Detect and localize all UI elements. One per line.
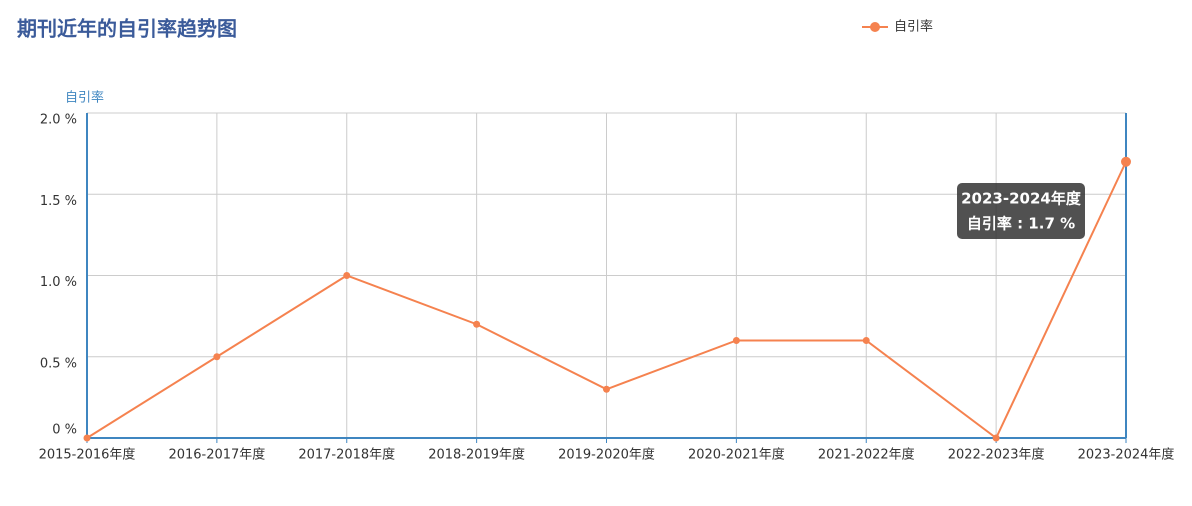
tooltip-text: 自引率 : 1.7 % <box>967 215 1075 233</box>
data-point <box>862 337 870 344</box>
data-point <box>473 320 481 328</box>
x-tick-label: 2020-2021年度 <box>688 447 785 463</box>
chart-title: 期刊近年的自引率趋势图 <box>17 17 237 41</box>
x-tick-label: 2015-2016年度 <box>39 447 136 463</box>
data-point <box>603 385 610 393</box>
x-tick-label: 2021-2022年度 <box>818 447 915 463</box>
x-tick-label: 2019-2020年度 <box>558 447 655 463</box>
y-tick-label: 0.5 % <box>40 356 77 371</box>
data-point <box>1121 156 1131 167</box>
y-tick-label: 2.0 % <box>40 113 77 128</box>
x-tick-label: 2022-2023年度 <box>948 447 1045 463</box>
y-axis-title: 自引率 <box>65 90 104 106</box>
data-point <box>732 337 740 344</box>
data-point <box>83 434 91 442</box>
x-tick-label: 2023-2024年度 <box>1078 447 1175 463</box>
legend-label: 自引率 <box>894 19 933 35</box>
x-tick-label: 2016-2017年度 <box>168 447 265 463</box>
y-tick-label: 1.5 % <box>40 194 77 209</box>
y-tick-label: 1.0 % <box>40 275 77 290</box>
legend-marker <box>870 22 880 32</box>
data-point <box>992 434 1000 442</box>
data-point <box>343 272 351 279</box>
data-point <box>213 353 221 361</box>
tooltip-title: 2023-2024年度 <box>961 190 1082 208</box>
y-tick-label: 0 % <box>52 423 77 438</box>
x-tick-label: 2018-2019年度 <box>428 447 525 463</box>
x-tick-label: 2017-2018年度 <box>298 447 395 463</box>
tooltip-box <box>957 183 1085 239</box>
